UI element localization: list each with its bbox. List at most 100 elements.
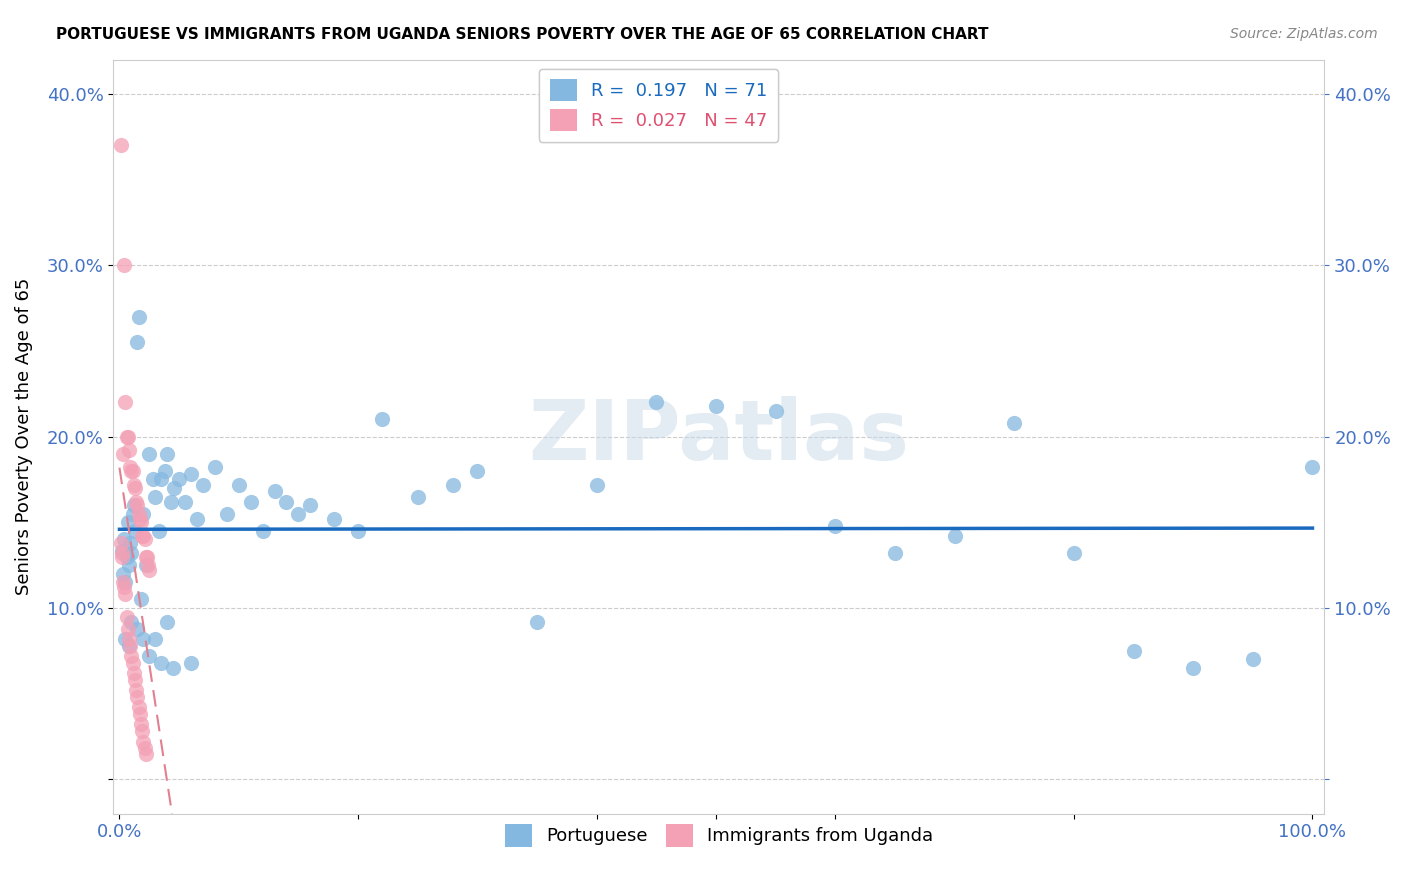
Point	[131, 724, 153, 739]
Point	[174, 494, 197, 508]
Point	[127, 622, 149, 636]
Point	[143, 632, 166, 646]
Point	[162, 661, 184, 675]
Point	[114, 632, 136, 646]
Point	[204, 460, 226, 475]
Point	[112, 581, 135, 595]
Point	[135, 747, 157, 761]
Point	[287, 507, 309, 521]
Point	[112, 258, 135, 272]
Point	[132, 632, 155, 646]
Point	[443, 477, 465, 491]
Point	[191, 477, 214, 491]
Point	[135, 549, 157, 564]
Point	[131, 529, 153, 543]
Point	[406, 490, 429, 504]
Point	[118, 632, 141, 646]
Point	[127, 690, 149, 704]
Text: PORTUGUESE VS IMMIGRANTS FROM UGANDA SENIORS POVERTY OVER THE AGE OF 65 CORRELAT: PORTUGUESE VS IMMIGRANTS FROM UGANDA SEN…	[56, 27, 988, 42]
Point	[704, 399, 727, 413]
Point	[167, 472, 190, 486]
Point	[132, 529, 155, 543]
Point	[125, 683, 148, 698]
Point	[120, 460, 142, 475]
Point	[112, 566, 135, 581]
Point	[1002, 416, 1025, 430]
Point	[115, 549, 138, 564]
Y-axis label: Seniors Poverty Over the Age of 65: Seniors Poverty Over the Age of 65	[15, 278, 32, 595]
Text: ZIPatlas: ZIPatlas	[529, 396, 910, 477]
Point	[263, 484, 285, 499]
Point	[1301, 460, 1323, 475]
Point	[1063, 546, 1085, 560]
Point	[129, 717, 152, 731]
Point	[371, 412, 394, 426]
Point	[122, 477, 145, 491]
Point	[112, 575, 135, 590]
Point	[143, 490, 166, 504]
Point	[118, 443, 141, 458]
Point	[114, 587, 136, 601]
Point	[156, 615, 179, 629]
Point	[128, 700, 150, 714]
Point	[121, 507, 143, 521]
Point	[120, 546, 142, 560]
Point	[114, 395, 136, 409]
Point	[118, 558, 141, 573]
Point	[117, 516, 139, 530]
Point	[136, 558, 159, 573]
Point	[118, 639, 141, 653]
Point	[323, 512, 346, 526]
Point	[135, 558, 157, 573]
Point	[115, 429, 138, 443]
Point	[135, 549, 157, 564]
Point	[120, 648, 142, 663]
Point	[134, 741, 156, 756]
Point	[111, 549, 134, 564]
Point	[112, 533, 135, 547]
Point	[120, 615, 142, 629]
Point	[122, 666, 145, 681]
Point	[215, 507, 238, 521]
Point	[115, 609, 138, 624]
Point	[252, 524, 274, 538]
Point	[765, 404, 787, 418]
Point	[186, 512, 208, 526]
Point	[138, 447, 160, 461]
Point	[645, 395, 668, 409]
Point	[125, 494, 148, 508]
Point	[228, 477, 250, 491]
Point	[150, 656, 173, 670]
Point	[121, 464, 143, 478]
Point	[347, 524, 370, 538]
Point	[824, 518, 846, 533]
Point	[117, 622, 139, 636]
Point	[114, 575, 136, 590]
Point	[117, 429, 139, 443]
Point	[127, 335, 149, 350]
Point	[132, 507, 155, 521]
Point	[124, 673, 146, 687]
Point	[180, 656, 202, 670]
Point	[124, 481, 146, 495]
Point	[120, 464, 142, 478]
Point	[138, 563, 160, 577]
Point	[124, 524, 146, 538]
Point	[1182, 661, 1205, 675]
Point	[128, 310, 150, 324]
Point	[180, 467, 202, 482]
Point	[120, 639, 142, 653]
Point	[134, 533, 156, 547]
Point	[153, 464, 176, 478]
Point	[128, 507, 150, 521]
Point	[122, 498, 145, 512]
Point	[943, 529, 966, 543]
Point	[526, 615, 548, 629]
Point	[585, 477, 607, 491]
Point	[1241, 652, 1264, 666]
Point	[120, 536, 142, 550]
Point	[111, 544, 134, 558]
Point	[156, 447, 179, 461]
Text: Source: ZipAtlas.com: Source: ZipAtlas.com	[1230, 27, 1378, 41]
Point	[129, 516, 152, 530]
